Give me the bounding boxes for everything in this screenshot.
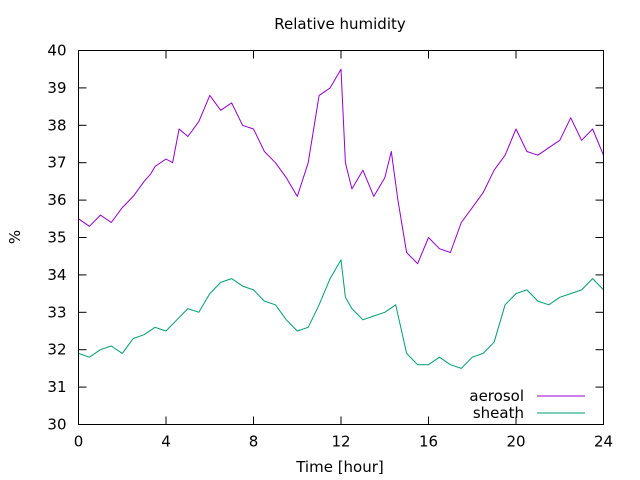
y-tick-label: 32 — [47, 341, 66, 359]
x-tick-label: 24 — [594, 433, 613, 451]
x-axis-label: Time [hour] — [295, 458, 384, 476]
x-tick-label: 20 — [506, 433, 525, 451]
x-tick-label: 12 — [331, 433, 350, 451]
legend-label-sheath: sheath — [473, 404, 524, 422]
x-tick-label: 16 — [419, 433, 438, 451]
y-axis-label: % — [6, 230, 24, 244]
series-line-aerosol — [78, 68, 604, 265]
y-tick-label: 30 — [47, 416, 66, 434]
y-tick-label: 39 — [47, 79, 66, 97]
x-tick-label: 0 — [74, 433, 84, 451]
chart-title: Relative humidity — [274, 15, 406, 33]
y-tick-label: 40 — [47, 42, 66, 60]
plot-frame — [78, 50, 604, 425]
y-tick-label: 38 — [47, 116, 66, 134]
y-tick-label: 35 — [47, 229, 66, 247]
y-tick-label: 33 — [47, 303, 66, 321]
tick-layer: 0 4 8 12 16 20 24 30 31 32 33 34 35 36 37 38 39 40 — [47, 42, 613, 451]
legend-label-aerosol: aerosol — [469, 387, 524, 405]
y-tick-label: 37 — [47, 154, 66, 172]
x-tick-label: 4 — [161, 433, 171, 451]
series-layer — [78, 68, 604, 369]
y-tick-label: 34 — [47, 266, 66, 284]
x-tick-label: 8 — [249, 433, 259, 451]
y-tick-label: 31 — [47, 378, 66, 396]
series-line-sheath — [78, 259, 604, 369]
y-tick-label: 36 — [47, 191, 66, 209]
